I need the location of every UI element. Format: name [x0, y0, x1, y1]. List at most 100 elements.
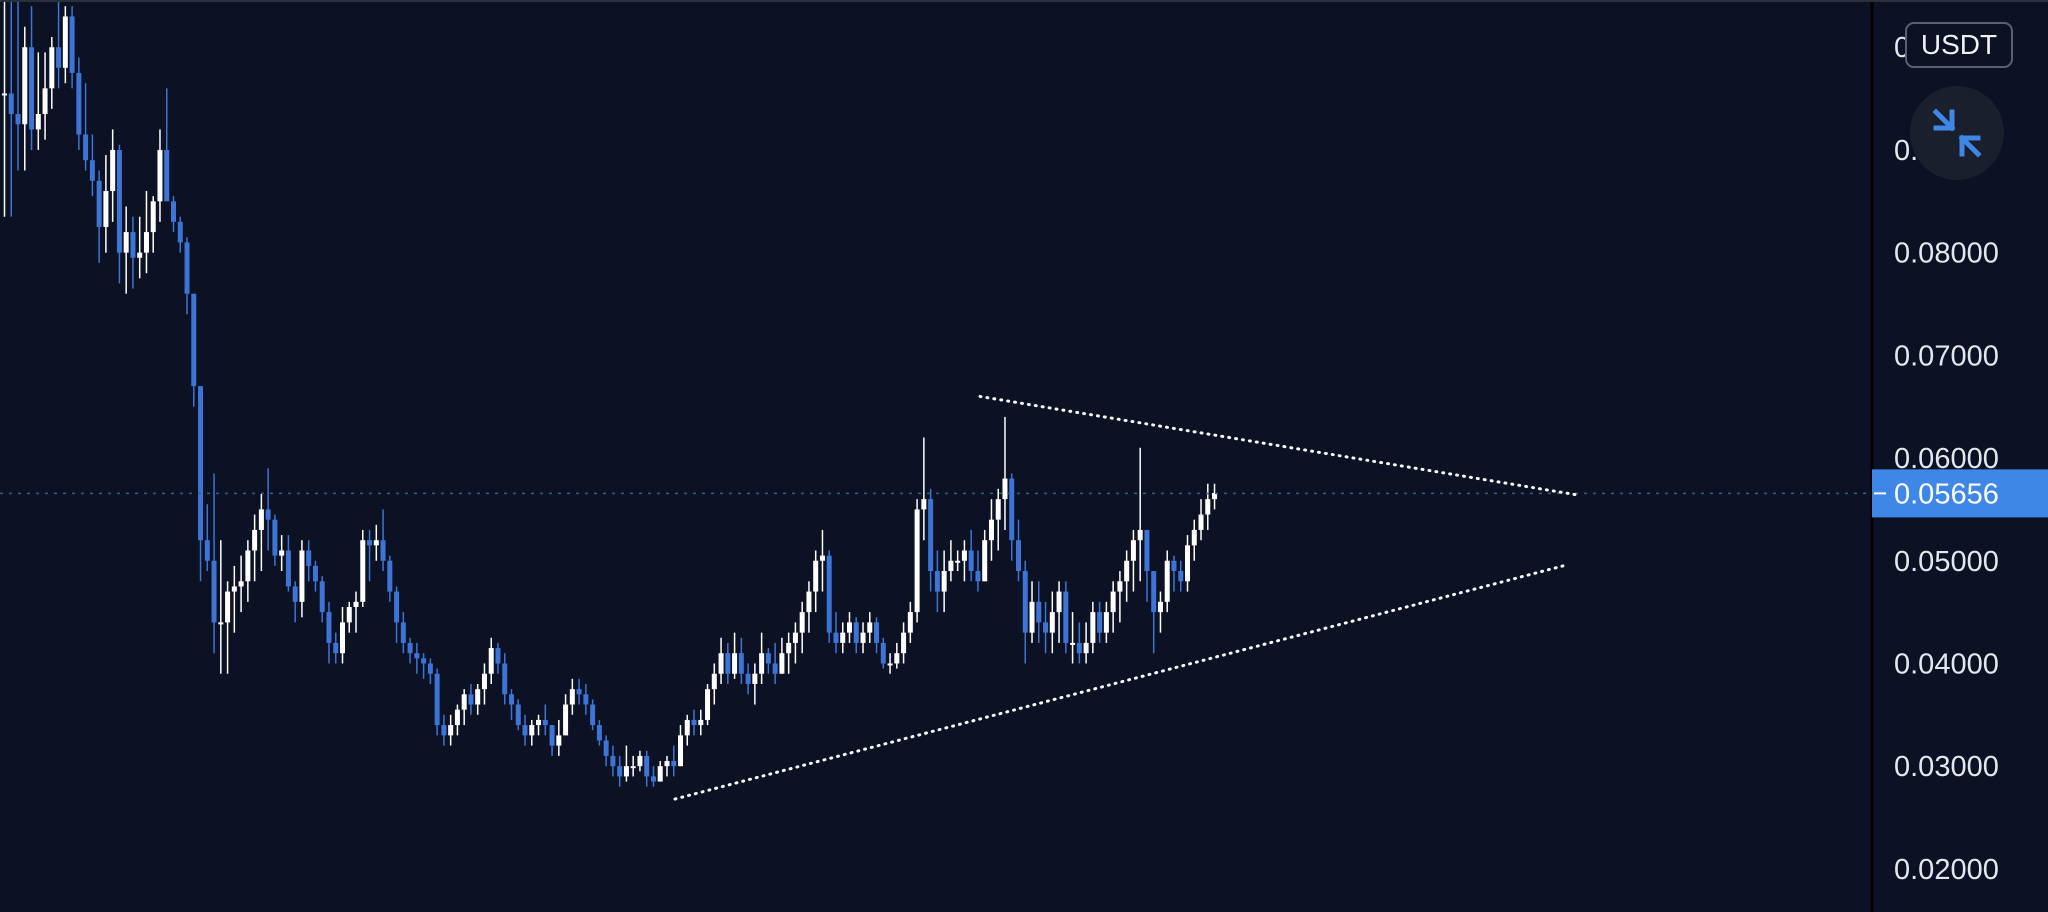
trendlines-layer[interactable] — [673, 394, 1580, 801]
candle — [1036, 581, 1042, 643]
candle — [745, 663, 751, 695]
candle — [840, 622, 846, 654]
candle-body — [725, 653, 731, 674]
candle-body — [427, 663, 433, 674]
candle-body — [1124, 560, 1130, 582]
candle-body — [96, 180, 102, 227]
candle-body — [400, 622, 406, 643]
candle-body — [502, 663, 508, 695]
candle-body — [813, 560, 819, 592]
candle-body — [1090, 612, 1096, 643]
candle — [684, 714, 690, 746]
candle — [732, 632, 738, 679]
candle-body — [252, 529, 258, 551]
candle — [941, 550, 947, 613]
candle-body — [150, 201, 156, 233]
price-tick-label: 0.03000 — [1894, 751, 1999, 783]
candle — [1198, 499, 1204, 541]
price-tick-label: 0.02000 — [1894, 854, 1999, 886]
candle-body — [2, 93, 7, 96]
candle — [995, 488, 1001, 551]
candle — [583, 684, 589, 715]
collapse-chart-button[interactable] — [1910, 86, 2004, 180]
candle-body — [988, 519, 994, 541]
candle-body — [481, 673, 487, 690]
candle-body — [1103, 612, 1109, 633]
candle — [83, 83, 89, 171]
trendline[interactable] — [978, 394, 1580, 497]
candle — [738, 637, 744, 684]
candle-body — [1016, 540, 1021, 572]
candle — [22, 26, 28, 171]
candle-body — [894, 653, 900, 664]
candle — [299, 540, 305, 618]
candle-body — [394, 591, 400, 623]
candle — [218, 540, 224, 674]
candle-body — [62, 16, 68, 68]
candle — [231, 565, 237, 633]
candle — [1124, 550, 1130, 602]
candle — [860, 622, 866, 654]
candle — [691, 709, 697, 736]
candle — [1063, 581, 1069, 654]
candle — [1056, 581, 1062, 643]
candle — [1090, 601, 1096, 654]
candle — [792, 622, 798, 664]
candle — [1083, 622, 1089, 664]
candle-body — [461, 694, 467, 710]
candle-body — [691, 719, 697, 726]
price-tick-label: 0.08000 — [1894, 238, 1999, 270]
candle-body — [454, 709, 460, 726]
candle — [1070, 612, 1076, 664]
candle — [657, 761, 663, 782]
candle-body — [279, 550, 285, 556]
candle-body — [434, 673, 440, 726]
candle — [292, 581, 298, 623]
candle — [961, 540, 967, 582]
candle — [799, 601, 805, 654]
candle — [258, 494, 264, 572]
candle-body — [637, 755, 643, 767]
candle-body — [1117, 581, 1123, 592]
candle-body — [1198, 514, 1204, 530]
candle — [441, 714, 447, 746]
candle — [563, 694, 569, 736]
candle — [1144, 529, 1150, 602]
candle — [143, 191, 149, 274]
candle — [1185, 535, 1190, 592]
candle-body — [265, 509, 271, 520]
candle — [157, 129, 163, 222]
candle-body — [610, 755, 616, 767]
currency-selector-button[interactable]: USDT — [1905, 22, 2013, 68]
candle — [333, 632, 339, 664]
candle — [225, 581, 231, 674]
candle-body — [718, 653, 724, 674]
candle-body — [1097, 612, 1103, 633]
candle — [664, 755, 670, 777]
candle-body — [89, 160, 95, 181]
candle — [123, 206, 129, 294]
candle-body — [1083, 642, 1089, 654]
candle — [312, 560, 318, 592]
candle-body — [225, 591, 231, 623]
candle-body — [1178, 571, 1184, 582]
candle — [62, 6, 68, 84]
candle-body — [238, 581, 244, 587]
candle-body — [69, 16, 75, 73]
candle-body — [292, 586, 298, 602]
candle — [630, 755, 636, 777]
candle-body — [772, 663, 778, 674]
candle-body — [765, 653, 771, 664]
candle — [15, 0, 21, 171]
trendline[interactable] — [673, 564, 1565, 801]
candle — [1212, 483, 1218, 510]
candle-body — [258, 509, 264, 530]
candle — [373, 524, 379, 561]
candle-body — [468, 694, 474, 705]
candle — [103, 155, 109, 253]
candle — [1164, 550, 1170, 613]
candle — [1022, 560, 1028, 664]
candle-body — [360, 540, 366, 602]
